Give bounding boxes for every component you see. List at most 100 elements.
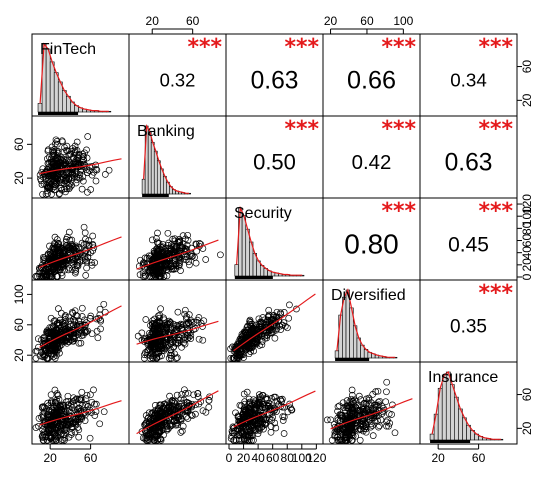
scatter-point (47, 270, 54, 278)
scatter-point (149, 263, 157, 271)
scatter-point (231, 354, 238, 362)
scatter-point (79, 177, 87, 185)
scatter-point (59, 138, 66, 146)
scatter-point (164, 229, 172, 237)
scatter-point (277, 326, 285, 333)
scatter-point (51, 233, 59, 241)
scatter-point (271, 334, 279, 342)
scatter-point (94, 334, 102, 342)
histogram-bar (37, 103, 43, 113)
scatter-point (382, 398, 390, 406)
correlation-value: 0.80 (344, 228, 399, 259)
scatter-point (43, 436, 51, 444)
scatter-point (196, 240, 203, 247)
histogram-bar (61, 90, 67, 113)
scatter-point (52, 424, 60, 432)
scatter-point (279, 417, 287, 424)
histogram-bar (458, 408, 463, 441)
scatter-point (383, 418, 390, 426)
scatter-point (76, 416, 84, 423)
top-axis-tick-label: 60 (360, 14, 374, 28)
scatter-point (89, 232, 97, 240)
scatter-point (55, 305, 62, 312)
scatter-point (86, 434, 94, 442)
correlation-value: 0.32 (160, 70, 196, 91)
bottom-axis-tick-label: 60 (472, 451, 486, 465)
scatter-point (66, 150, 74, 158)
bottom-axis-tick-label: 0 (226, 451, 233, 465)
histogram-bar (53, 72, 59, 113)
scatter-point (61, 431, 68, 439)
scatter-point (48, 397, 55, 405)
correlation-value: 0.63 (445, 149, 493, 176)
scatter-point (97, 325, 104, 333)
scatter-point (195, 335, 203, 343)
scatter-point (262, 419, 270, 427)
scatter-point (142, 316, 150, 323)
scatter-point (331, 428, 339, 436)
scatter-point (75, 317, 83, 325)
smooth-line (39, 400, 122, 426)
right-axis-tick-label: 60 (520, 60, 534, 74)
scatter-point (256, 424, 263, 431)
significance-stars: *** (381, 199, 416, 224)
scatter-point (240, 351, 247, 359)
scatter-point (52, 436, 60, 444)
scatter-point (57, 424, 65, 432)
scatter-point (369, 432, 377, 439)
scatter-point (43, 354, 50, 362)
scatter-point (87, 249, 95, 256)
scatter-point (96, 305, 104, 313)
histogram-bar (49, 61, 55, 113)
scatter-point (251, 400, 259, 408)
scatter-point (177, 416, 185, 423)
scatter-point (242, 436, 250, 443)
scatter-point (260, 415, 268, 423)
scatter-point (58, 272, 66, 279)
scatter-point (56, 247, 64, 255)
scatter-point (171, 399, 178, 407)
scatter-point (279, 413, 287, 420)
scatter-point (205, 397, 213, 404)
histogram-diversified (334, 288, 398, 361)
scatter-point (149, 343, 157, 351)
scatter-point (356, 425, 364, 433)
scatter-point (159, 243, 167, 251)
scatter-point (348, 386, 356, 394)
scatter-point (192, 410, 199, 418)
scatter-point (56, 266, 64, 274)
bottom-axis-tick-label: 40 (251, 451, 265, 465)
scatter-point (83, 166, 90, 174)
scatter-point (64, 397, 72, 405)
scatter-point (105, 166, 113, 174)
scatter-point (146, 354, 154, 362)
scatter-point (53, 273, 61, 280)
scatter-point (84, 169, 91, 177)
rug-marks (234, 276, 273, 279)
scatter-point (47, 391, 55, 399)
scatter-point (178, 343, 185, 351)
scatter-point (334, 417, 342, 424)
scatter-point (192, 259, 200, 267)
scatter-point (38, 404, 46, 412)
scatter-point (44, 190, 51, 197)
scatter-point (40, 180, 48, 188)
scatter-point (278, 395, 286, 403)
scatter-point (259, 400, 267, 408)
density-line (431, 371, 501, 440)
scatter-point (69, 333, 77, 341)
scatter-point (169, 333, 177, 340)
scatter-point (72, 255, 79, 263)
scatter-point (174, 339, 181, 347)
bottom-axis-tick-label: 20 (431, 451, 445, 465)
scatter-point (184, 389, 192, 397)
scatter-security-vs-banking (135, 229, 224, 280)
scatter-point (170, 343, 178, 351)
scatter-point (168, 397, 176, 405)
scatter-point (158, 412, 165, 420)
scatter-point (75, 161, 83, 169)
scatter-point (35, 264, 43, 272)
scatter-point (154, 229, 161, 237)
scatter-point (155, 250, 162, 257)
right-axis-tick-label: 20 (520, 421, 534, 435)
